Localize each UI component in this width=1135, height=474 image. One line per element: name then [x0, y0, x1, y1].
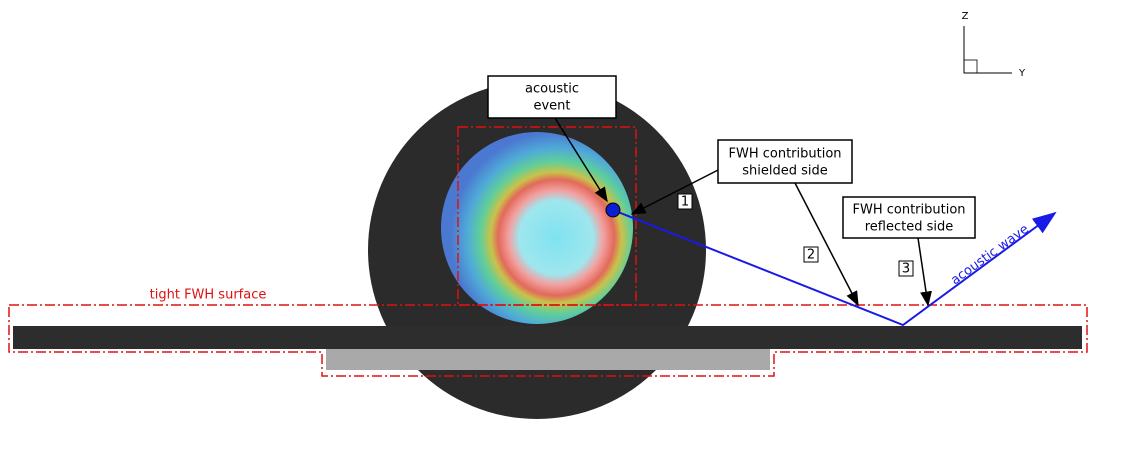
callout-line: acoustic	[525, 82, 579, 97]
callout: acoustic event	[488, 76, 616, 118]
diagram: tight FWH surface acoustic wave acoustic…	[0, 0, 1135, 474]
callout: FWH contribution reflected side	[843, 197, 975, 238]
axis-label: Z	[962, 11, 969, 22]
plate	[13, 326, 1082, 349]
callout-line: FWH contribution	[852, 203, 965, 218]
callout-line: FWH contribution	[728, 147, 841, 162]
callout-line: reflected side	[865, 220, 954, 235]
axis-triad: Z Y	[962, 11, 1026, 79]
callout-line: shielded side	[742, 164, 828, 179]
marker-label: 2	[807, 248, 815, 263]
callout-line: event	[533, 99, 570, 114]
plate-support	[326, 349, 770, 370]
marker-label: 1	[681, 195, 689, 210]
arrow	[918, 238, 928, 305]
acoustic-source	[606, 203, 620, 217]
fwh-surface-label: tight FWH surface	[150, 288, 267, 303]
marker-label: 3	[902, 262, 910, 277]
flow-field	[441, 132, 633, 324]
marker: 1	[678, 194, 692, 210]
marker: 3	[899, 261, 913, 277]
axis-label: Y	[1018, 68, 1026, 79]
callout: FWH contribution shielded side	[718, 140, 852, 183]
marker: 2	[804, 247, 818, 263]
